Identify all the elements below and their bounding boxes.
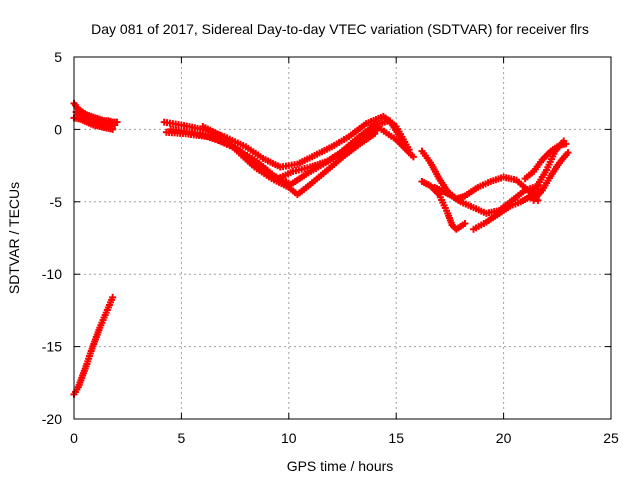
axis-ticks [73,56,612,420]
x-tick-label: 0 [70,430,78,446]
y-axis-label: SDTVAR / TECUs [6,182,22,294]
data-point [109,293,117,301]
data-point [371,130,379,138]
x-tick-label: 5 [178,430,186,446]
y-tick-label: 5 [54,49,62,65]
data-point [564,149,572,157]
chart-title: Day 081 of 2017, Sidereal Day-to-day VTE… [91,21,589,37]
data-point [109,125,117,133]
plot-frame [73,56,612,420]
series-main-pass-a [160,112,413,171]
grid-lines [74,57,611,419]
y-tick-label: -5 [50,194,63,210]
x-tick-label: 10 [281,430,297,446]
series-main-pass-c [162,124,417,183]
x-tick-label: 20 [496,430,512,446]
series-evening-pass-c [521,140,570,183]
x-axis-label: GPS time / hours [287,458,394,474]
x-tick-label: 25 [603,430,619,446]
data-point [461,220,469,228]
y-tick-label: 0 [54,121,62,137]
y-tick-label: -15 [42,339,62,355]
data-points [70,99,572,398]
tick-labels: 0 5 10 15 20 25 5 0 -5 -10 -15 -20 [42,49,619,446]
data-point [562,140,570,148]
data-point [409,153,417,161]
y-tick-label: -20 [42,411,62,427]
data-point [111,121,119,129]
x-tick-label: 15 [388,430,404,446]
series-main-pass-d [199,123,379,199]
series-evening-pass-b [530,149,572,204]
series-descending-arc [70,293,117,398]
y-tick-label: -10 [42,266,62,282]
